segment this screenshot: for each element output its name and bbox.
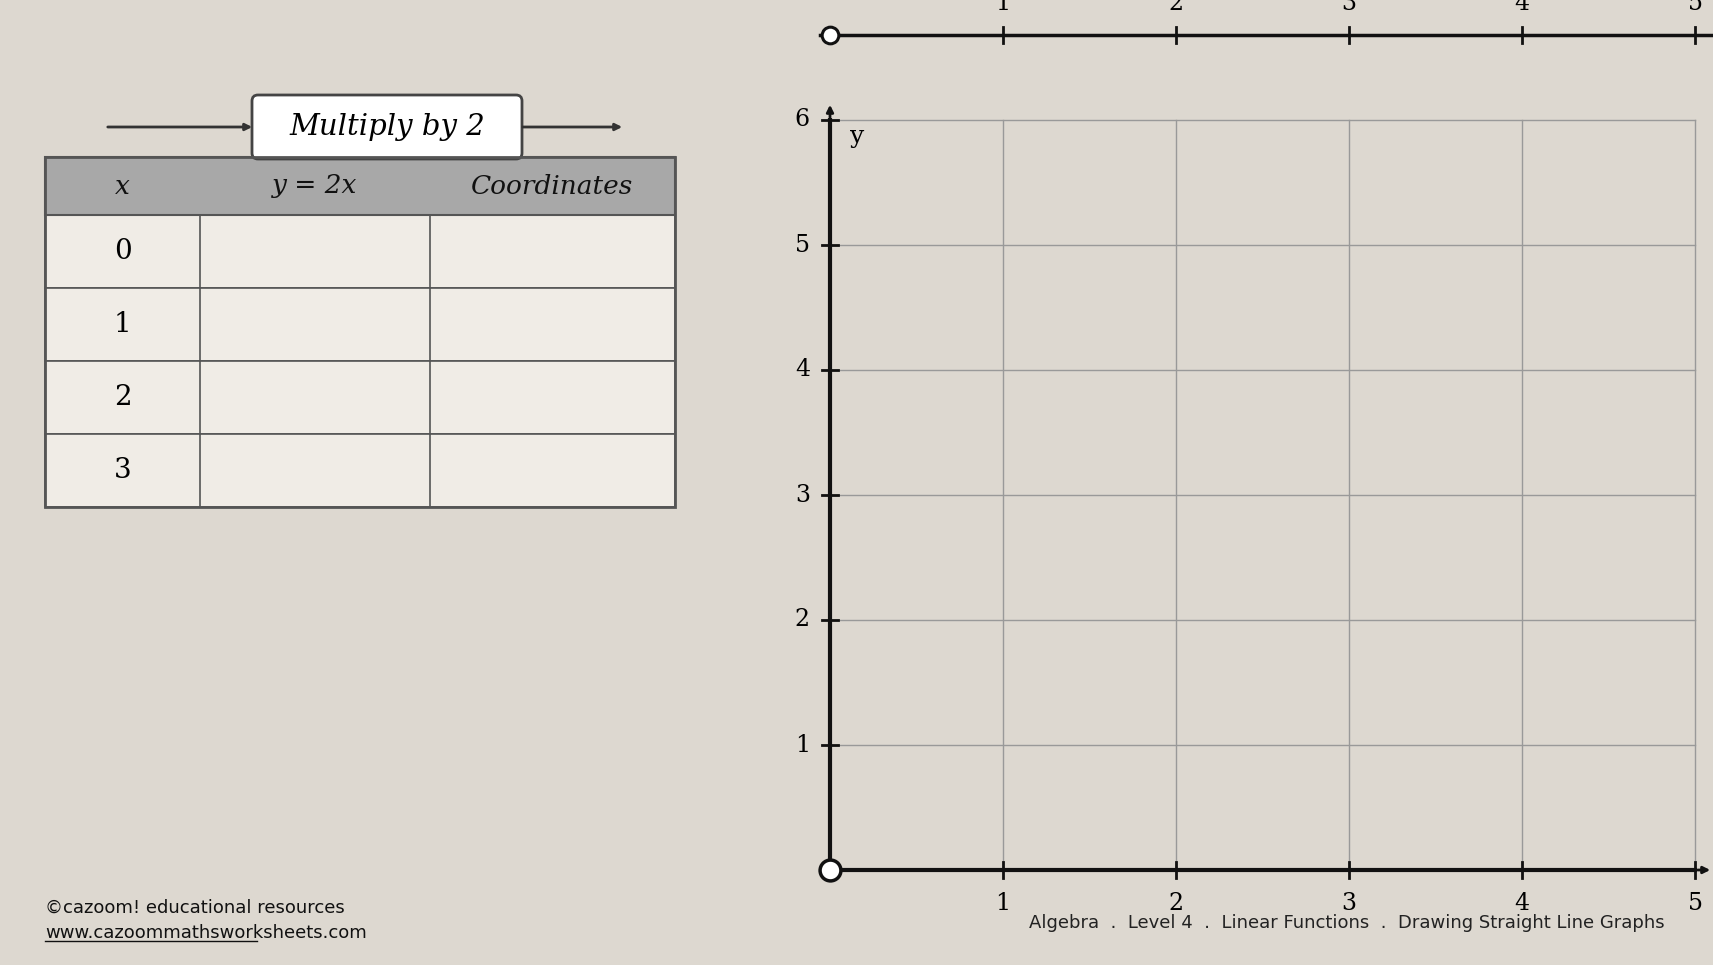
Text: 3: 3 — [1341, 0, 1357, 15]
Text: y: y — [850, 125, 865, 148]
Bar — [45, 157, 675, 215]
Text: y = 2x: y = 2x — [272, 174, 358, 199]
Text: 5: 5 — [795, 234, 810, 257]
Text: 4: 4 — [795, 359, 810, 381]
Text: 2: 2 — [1168, 892, 1184, 915]
Text: 1: 1 — [995, 0, 1011, 15]
Text: x: x — [115, 174, 130, 199]
Bar — [45, 215, 675, 288]
Text: 5: 5 — [1687, 892, 1703, 915]
Text: www.cazoommathsworksheets.com: www.cazoommathsworksheets.com — [45, 924, 367, 942]
Text: 2: 2 — [795, 609, 810, 631]
Text: Multiply by 2: Multiply by 2 — [289, 113, 485, 141]
Text: 1: 1 — [995, 892, 1011, 915]
Text: 4: 4 — [1514, 0, 1530, 15]
Text: 6: 6 — [795, 108, 810, 131]
Text: 1: 1 — [795, 733, 810, 757]
Text: 2: 2 — [113, 384, 132, 411]
Text: 2: 2 — [1168, 0, 1184, 15]
Text: 3: 3 — [795, 483, 810, 507]
Text: 1: 1 — [113, 311, 132, 338]
Bar — [45, 288, 675, 361]
Text: ©cazoom! educational resources: ©cazoom! educational resources — [45, 899, 344, 917]
Text: 5: 5 — [1687, 0, 1703, 15]
Bar — [45, 361, 675, 434]
FancyBboxPatch shape — [252, 95, 522, 159]
Text: 0: 0 — [113, 238, 132, 265]
Bar — [45, 157, 675, 507]
Text: 3: 3 — [1341, 892, 1357, 915]
Text: 4: 4 — [1514, 892, 1530, 915]
Text: Coordinates: Coordinates — [471, 174, 634, 199]
Bar — [45, 434, 675, 507]
Text: Algebra  .  Level 4  .  Linear Functions  .  Drawing Straight Line Graphs: Algebra . Level 4 . Linear Functions . D… — [1030, 914, 1665, 932]
Text: 3: 3 — [113, 457, 132, 484]
